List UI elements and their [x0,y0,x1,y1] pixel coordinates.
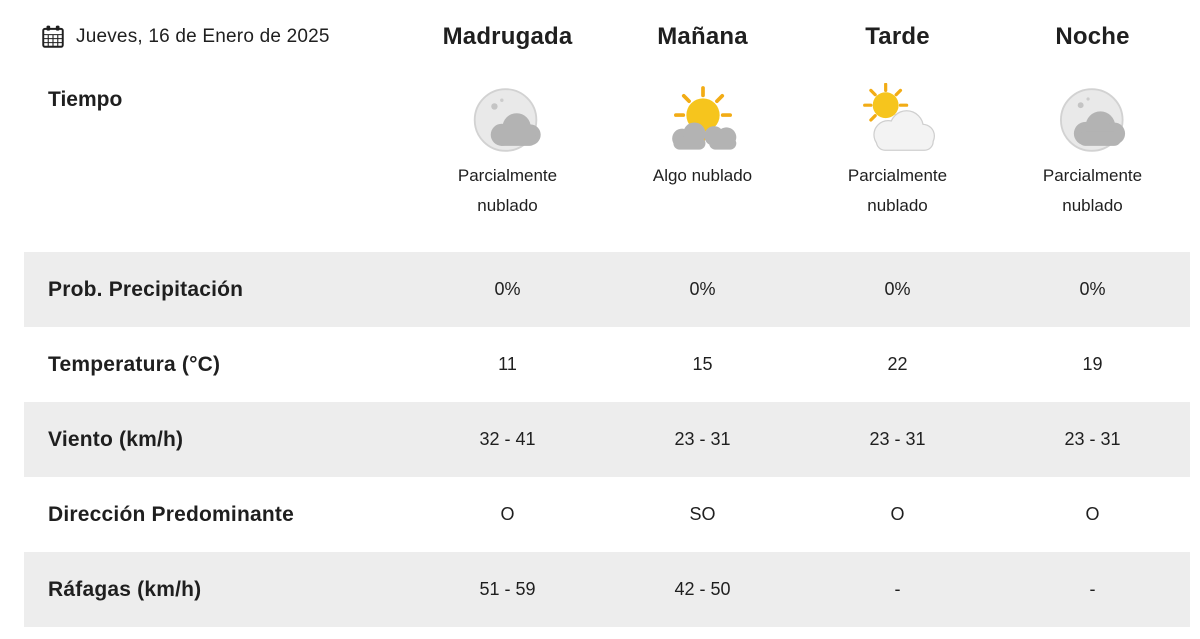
row-label: Prob. Precipitación [48,277,244,301]
row-label: Temperatura (°C) [48,352,221,376]
cell-value: 23 - 31 [674,429,731,449]
column-header-tarde: Tarde [865,23,930,50]
table-header-row: Jueves, 16 de Enero de 2025 Madrugada Ma… [24,0,1190,60]
sun-behind-cloud-icon [858,83,938,157]
row-label: Viento (km/h) [48,427,184,451]
cell-value: 11 [498,354,517,374]
cell-value: 15 [692,354,713,374]
cell-value: 32 - 41 [479,429,536,449]
row-label-tiempo: Tiempo [48,88,123,111]
cell-value: O [500,504,515,524]
cell-value: - [1089,579,1096,599]
weather-cell-tarde: Parcialmente nublado [800,60,995,252]
cell-value: O [1085,504,1100,524]
column-header-manana: Mañana [657,23,748,50]
weather-cell-madrugada: Parcialmente nublado [410,60,605,252]
cell-value: 0% [689,279,716,299]
table-row-temperatura: Temperatura (°C) 11 15 22 19 [24,327,1190,402]
moon-cloud-icon [468,83,548,157]
weather-description: Algo nublado [652,166,753,185]
row-label: Dirección Predominante [48,502,294,526]
sun-cloud-icon [663,83,743,157]
calendar-icon [40,24,66,50]
cell-value: 23 - 31 [1064,429,1121,449]
cell-value: 0% [1079,279,1106,299]
weather-description: Parcialmente nublado [847,166,948,215]
cell-value: 0% [884,279,911,299]
cell-value: O [890,504,905,524]
table-row-precipitacion: Prob. Precipitación 0% 0% 0% 0% [24,252,1190,327]
moon-cloud-icon [1053,83,1133,157]
cell-value: 51 - 59 [479,579,536,599]
row-label: Ráfagas (km/h) [48,577,202,601]
date-header: Jueves, 16 de Enero de 2025 [24,24,410,50]
weather-description: Parcialmente nublado [1042,166,1143,215]
cell-value: 19 [1082,354,1103,374]
date-label: Jueves, 16 de Enero de 2025 [76,26,330,47]
cell-value: 22 [887,354,908,374]
cell-value: - [894,579,901,599]
column-header-noche: Noche [1055,23,1130,50]
weather-cell-noche: Parcialmente nublado [995,60,1190,252]
cell-value: 0% [494,279,521,299]
table-row-rafagas: Ráfagas (km/h) 51 - 59 42 - 50 - - [24,552,1190,627]
cell-value: 23 - 31 [869,429,926,449]
column-header-madrugada: Madrugada [442,23,573,50]
weather-description: Parcialmente nublado [457,166,558,215]
table-row-direccion: Dirección Predominante O SO O O [24,477,1190,552]
weather-row: Tiempo Parcialmente nublado [24,60,1190,252]
cell-value: SO [689,504,716,524]
weather-cell-manana: Algo nublado [605,60,800,252]
weather-forecast-table: Jueves, 16 de Enero de 2025 Madrugada Ma… [24,0,1190,627]
table-row-viento: Viento (km/h) 32 - 41 23 - 31 23 - 31 23… [24,402,1190,477]
cell-value: 42 - 50 [674,579,731,599]
